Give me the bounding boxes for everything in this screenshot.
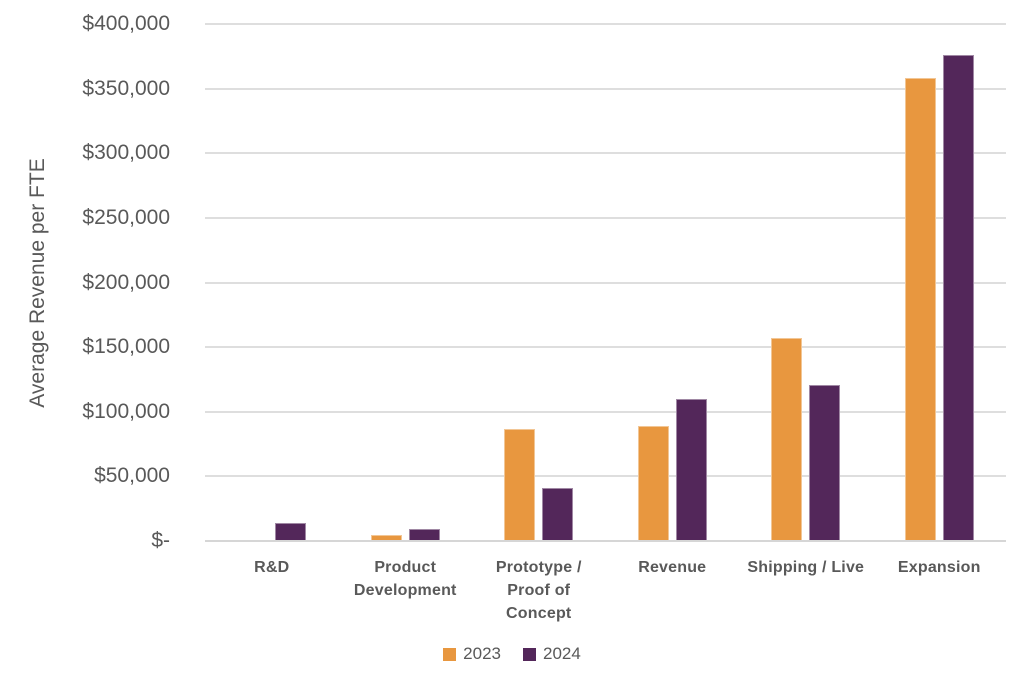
x-axis-label: Product Development <box>353 559 457 599</box>
bar-group <box>339 24 473 541</box>
gridline <box>205 281 1006 284</box>
gridline <box>205 346 1006 349</box>
y-tick-label: $300,000 <box>82 141 170 165</box>
bar-2024 <box>275 523 307 541</box>
bar-2024 <box>942 55 974 541</box>
x-axis-label: Prototype / Proof of Concept <box>495 559 582 622</box>
bar-2024 <box>809 385 841 541</box>
bar-group <box>205 24 339 541</box>
bar-2023 <box>370 535 402 541</box>
y-tick-label: $350,000 <box>82 76 170 100</box>
bar-group <box>873 24 1007 541</box>
x-axis-line <box>205 540 1006 542</box>
x-axis-label: R&D <box>254 559 290 576</box>
y-tick-label: $150,000 <box>82 335 170 359</box>
gridline <box>205 216 1006 219</box>
bar-2023 <box>637 426 669 541</box>
y-axis-tick-labels: $- $50,000 $100,000 $150,000 $200,000 $250,00… <box>0 12 170 552</box>
gridline <box>205 87 1006 90</box>
gridline <box>205 410 1006 413</box>
y-tick-label: $- <box>151 529 170 552</box>
legend-swatch <box>523 647 536 661</box>
bar-2024 <box>408 529 440 541</box>
y-tick-label: $400,000 <box>82 12 170 35</box>
gridline <box>205 152 1006 155</box>
legend-item-2023: 2023 <box>443 644 501 664</box>
x-axis-label: Shipping / Live <box>747 559 865 576</box>
bar-group <box>472 24 606 541</box>
y-tick-label: $200,000 <box>82 270 170 294</box>
bar-group <box>606 24 740 541</box>
legend-item-2024: 2024 <box>523 644 581 664</box>
bar-group <box>739 24 873 541</box>
bar-2023 <box>771 338 803 541</box>
legend-label: 2024 <box>543 644 581 663</box>
legend-swatch <box>443 647 457 661</box>
bar-2023 <box>904 78 936 541</box>
bar-2023 <box>504 429 536 541</box>
x-axis-label: Expansion <box>897 559 981 576</box>
y-tick-label: $250,000 <box>82 205 170 229</box>
gridline <box>205 475 1006 478</box>
bar-2024 <box>542 488 574 541</box>
y-tick-label: $50,000 <box>94 464 170 488</box>
legend-label: 2023 <box>463 644 501 663</box>
plot-area <box>205 23 1006 542</box>
gridline <box>205 23 1006 25</box>
x-axis-labels: R&D Product Development Prototype / Proof … <box>205 556 1006 625</box>
x-axis-label: Revenue <box>638 559 707 576</box>
bar-groups <box>205 24 1006 541</box>
legend: 2023 2024 <box>0 644 1024 664</box>
y-tick-label: $100,000 <box>82 399 170 423</box>
bar-2024 <box>675 399 707 541</box>
